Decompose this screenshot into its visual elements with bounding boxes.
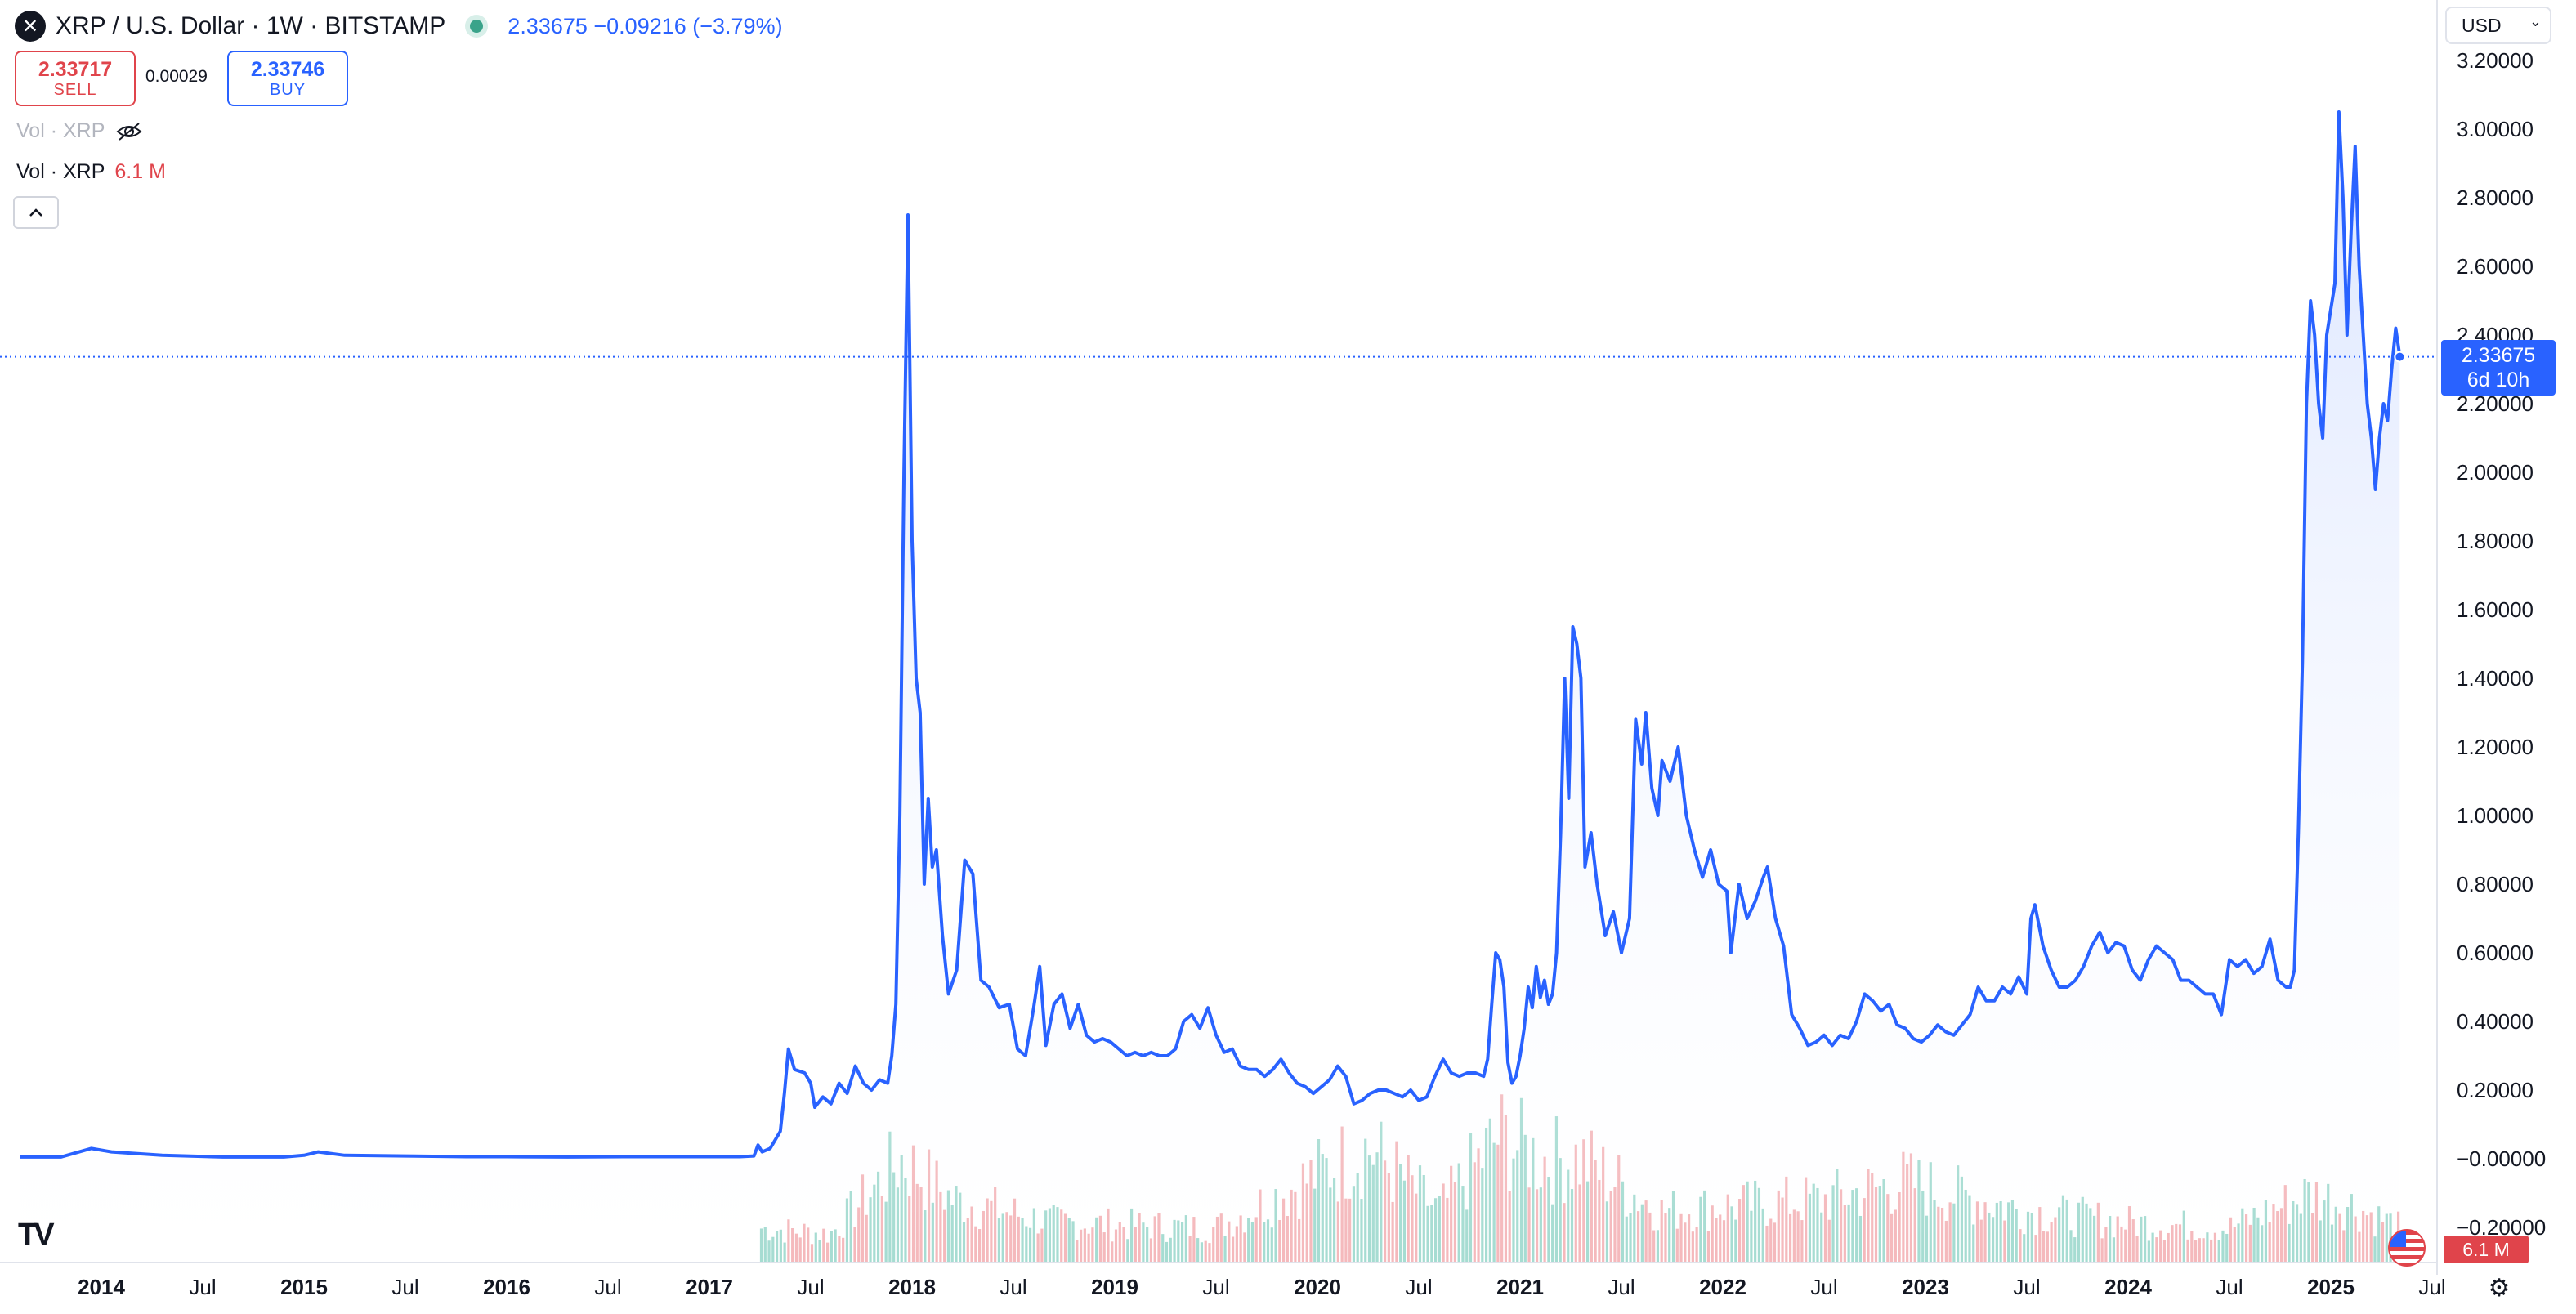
market-status-icon[interactable] (470, 20, 484, 33)
x-tick-label: 2019 (1091, 1275, 1138, 1299)
buy-button[interactable]: 2.33746 BUY (227, 51, 348, 106)
chevron-up-icon (29, 208, 42, 217)
x-tick-label: Jul (1202, 1275, 1229, 1299)
last-price-value: 2.33675 (2461, 344, 2536, 367)
sell-label: SELL (53, 81, 97, 99)
x-tick-label: 2015 (280, 1275, 328, 1299)
tradingview-logo-icon[interactable]: TV (18, 1218, 55, 1252)
buy-price: 2.33746 (250, 58, 325, 81)
symbol-title[interactable]: XRP / U.S. Dollar · 1W · BITSTAMP (56, 12, 446, 39)
y-tick-label: 2.80000 (2457, 185, 2534, 210)
x-tick-label: Jul (594, 1275, 621, 1299)
y-tick-label: 0.40000 (2457, 1009, 2534, 1034)
eye-off-icon[interactable] (116, 122, 142, 141)
hidden-volume-legend[interactable]: Vol · XRP (16, 119, 142, 143)
x-tick-label: 2022 (1699, 1275, 1746, 1299)
x-tick-label: 2016 (483, 1275, 530, 1299)
y-tick-label: 2.60000 (2457, 254, 2534, 279)
us-flag-icon[interactable] (2388, 1229, 2426, 1267)
x-tick-label: Jul (391, 1275, 418, 1299)
y-tick-label: 1.80000 (2457, 529, 2534, 553)
xrp-logo-icon: ✕ (15, 11, 46, 42)
y-tick-label: 1.20000 (2457, 735, 2534, 759)
x-tick-label: Jul (189, 1275, 216, 1299)
y-tick-label: 3.00000 (2457, 117, 2534, 141)
volume-axis-badge: 6.1 M (2444, 1236, 2529, 1263)
y-tick-label: 0.80000 (2457, 872, 2534, 896)
currency-selector[interactable]: USD ⌄ (2445, 7, 2551, 44)
sell-price: 2.33717 (38, 58, 113, 81)
buy-label: BUY (269, 81, 306, 99)
x-tick-label: 2021 (1496, 1275, 1544, 1299)
y-tick-label: −0.00000 (2457, 1146, 2546, 1171)
volume-legend-label: Vol · XRP (16, 160, 105, 183)
price-line (20, 110, 2402, 1159)
y-tick-label: 2.20000 (2457, 391, 2534, 416)
price-area (20, 112, 2400, 1263)
x-tick-label: 2025 (2307, 1275, 2355, 1299)
gear-icon[interactable]: ⚙ (2488, 1274, 2511, 1302)
last-price-dot (2394, 351, 2406, 363)
x-tick-label: Jul (2013, 1275, 2040, 1299)
x-tick-label: Jul (2418, 1275, 2445, 1299)
x-tick-label: 2014 (78, 1275, 125, 1299)
last-price-label: 2.33675 6d 10h (2441, 340, 2556, 396)
x-tick-label: Jul (1608, 1275, 1635, 1299)
y-tick-label: 1.00000 (2457, 803, 2534, 828)
x-tick-label: 2020 (1294, 1275, 1341, 1299)
x-tick-label: 2023 (1902, 1275, 1949, 1299)
currency-label: USD (2462, 14, 2502, 36)
y-tick-label: 1.60000 (2457, 597, 2534, 622)
x-tick-label: Jul (1000, 1275, 1026, 1299)
volume-legend[interactable]: Vol · XRP 6.1 M (16, 160, 166, 184)
y-tick-label: 1.40000 (2457, 666, 2534, 691)
sell-button[interactable]: 2.33717 SELL (15, 51, 136, 106)
y-tick-label: 0.20000 (2457, 1078, 2534, 1102)
spread-value: 0.00029 (145, 67, 208, 86)
x-tick-label: Jul (1405, 1275, 1432, 1299)
hidden-volume-label: Vol · XRP (16, 119, 105, 142)
bar-countdown: 6d 10h (2466, 369, 2530, 391)
y-tick-label: 2.00000 (2457, 460, 2534, 485)
volume-legend-value: 6.1 M (114, 160, 166, 183)
chevron-down-icon: ⌄ (2529, 13, 2542, 29)
collapse-legend-button[interactable] (13, 196, 59, 229)
x-tick-label: Jul (1810, 1275, 1837, 1299)
y-tick-label: 3.20000 (2457, 48, 2534, 73)
y-tick-label: 0.60000 (2457, 941, 2534, 965)
x-tick-label: 2024 (2104, 1275, 2152, 1299)
x-tick-label: 2017 (686, 1275, 733, 1299)
price-change-info: 2.33675 −0.09216 (−3.79%) (508, 13, 783, 38)
x-tick-label: Jul (2216, 1275, 2243, 1299)
x-tick-label: 2018 (888, 1275, 936, 1299)
chart-header: ✕ XRP / U.S. Dollar · 1W · BITSTAMP 2.33… (15, 10, 783, 42)
x-tick-label: Jul (797, 1275, 824, 1299)
